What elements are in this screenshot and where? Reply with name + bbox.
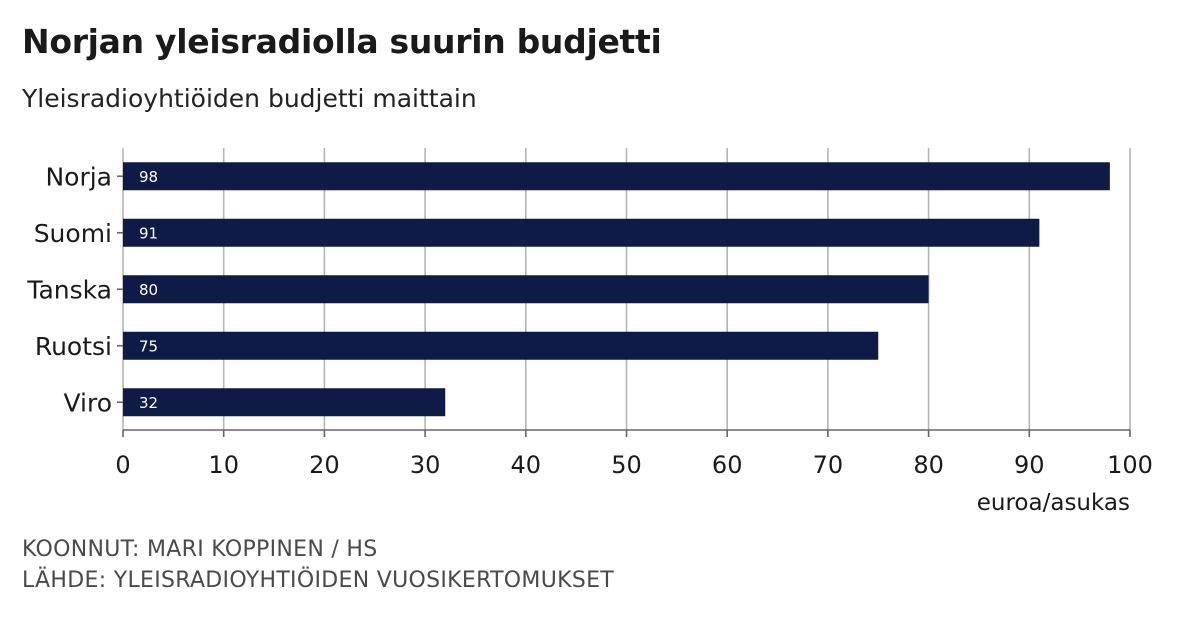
x-tick-label: 30 [410, 451, 441, 479]
x-tick-label: 50 [611, 451, 642, 479]
category-label: Viro [63, 388, 112, 417]
bar-value-label: 32 [139, 394, 158, 412]
category-label: Tanska [26, 275, 112, 304]
x-tick-label: 60 [712, 451, 743, 479]
bar-suomi [123, 218, 1040, 247]
x-axis: 0 10 20 30 40 50 60 70 80 90 100 [115, 429, 1153, 479]
x-tick-label: 0 [115, 451, 130, 479]
category-label: Suomi [34, 219, 112, 248]
bars: 98 91 80 75 32 [123, 162, 1110, 417]
chart-subtitle: Yleisradioyhtiöiden budjetti maittain [22, 84, 477, 113]
x-tick-label: 40 [511, 451, 542, 479]
category-label: Ruotsi [35, 332, 112, 361]
bar-value-label: 98 [139, 168, 158, 186]
x-tick-label: 20 [309, 451, 340, 479]
category-label: Norja [45, 162, 112, 191]
x-tick-label: 10 [208, 451, 239, 479]
x-tick-label: 70 [813, 451, 844, 479]
credit-text: KOONNUT: MARI KOPPINEN / HS [22, 537, 378, 562]
bar-value-label: 80 [139, 281, 158, 299]
bar-ruotsi [123, 331, 879, 360]
x-axis-label: euroa/asukas [977, 490, 1130, 516]
bar-norja [123, 162, 1110, 191]
x-tick-label: 80 [913, 451, 944, 479]
chart-title: Norjan yleisradiolla suurin budjetti [22, 22, 662, 61]
bar-viro [123, 388, 446, 417]
bar-value-label: 91 [139, 224, 158, 242]
bar-tanska [123, 275, 929, 304]
x-tick-label: 100 [1107, 451, 1153, 479]
bar-value-label: 75 [139, 337, 158, 355]
source-text: LÄHDE: YLEISRADIOYHTIÖIDEN VUOSIKERTOMUK… [22, 568, 615, 593]
category-labels: Norja Suomi Tanska Ruotsi Viro [26, 162, 123, 417]
x-tick-label: 90 [1014, 451, 1045, 479]
